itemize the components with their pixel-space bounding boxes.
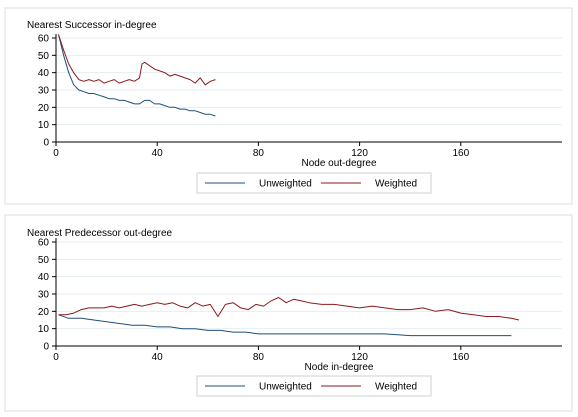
y-tick-label: 10 [38,324,50,335]
panel-frame [4,7,573,205]
y-tick-label: 60 [38,238,50,249]
y-tick-label: 0 [43,342,49,353]
series-line-weighted [58,297,520,321]
x-tick-label: 80 [253,148,265,159]
legend-label-weighted: Weighted [375,179,417,190]
legend-label-weighted: Weighted [375,382,417,393]
x-tick-label: 0 [53,148,59,159]
y-tick-label: 30 [38,290,50,301]
series-line-weighted [58,34,216,86]
x-tick-label: 120 [351,352,368,363]
legend-label-unweighted: Unweighted [259,179,312,190]
chart-panel-1: Nearest Successor in-degree 0 10 20 30 40 50 60… [4,7,573,205]
y-tick-label: 10 [38,120,50,131]
y-tick-label: 0 [43,138,49,149]
x-tick-label: 120 [351,148,368,159]
chart-title: Nearest Predecessor out-degree [27,228,173,239]
y-tick-label: 50 [38,51,50,62]
legend: Unweighted Weighted [196,172,432,194]
legend-label-unweighted: Unweighted [259,382,312,393]
chart-panel-2: Nearest Predecessor out-degree 0 10 20 30 40 5… [4,214,573,412]
y-tick-label: 50 [38,255,50,266]
x-axis-label: Node in-degree [305,362,374,373]
series-line-unweighted [58,34,216,117]
x-tick-label: 40 [152,352,164,363]
x-tick-label: 80 [253,352,265,363]
legend-box [196,172,432,194]
y-tick-label: 20 [38,307,50,318]
y-tick-label: 30 [38,86,50,97]
series-line-unweighted [58,314,512,337]
legend-box [196,375,432,397]
y-tick-label: 20 [38,103,50,114]
y-tick-label: 60 [38,34,50,45]
x-tick-label: 160 [452,148,469,159]
legend: Unweighted Weighted [196,375,432,397]
x-tick-label: 160 [452,352,469,363]
x-axis-label: Node out-degree [301,158,376,169]
x-tick-label: 40 [152,148,164,159]
chart-title: Nearest Successor in-degree [27,20,157,31]
y-tick-label: 40 [38,68,50,79]
x-tick-label: 0 [53,352,59,363]
y-tick-label: 40 [38,272,50,283]
